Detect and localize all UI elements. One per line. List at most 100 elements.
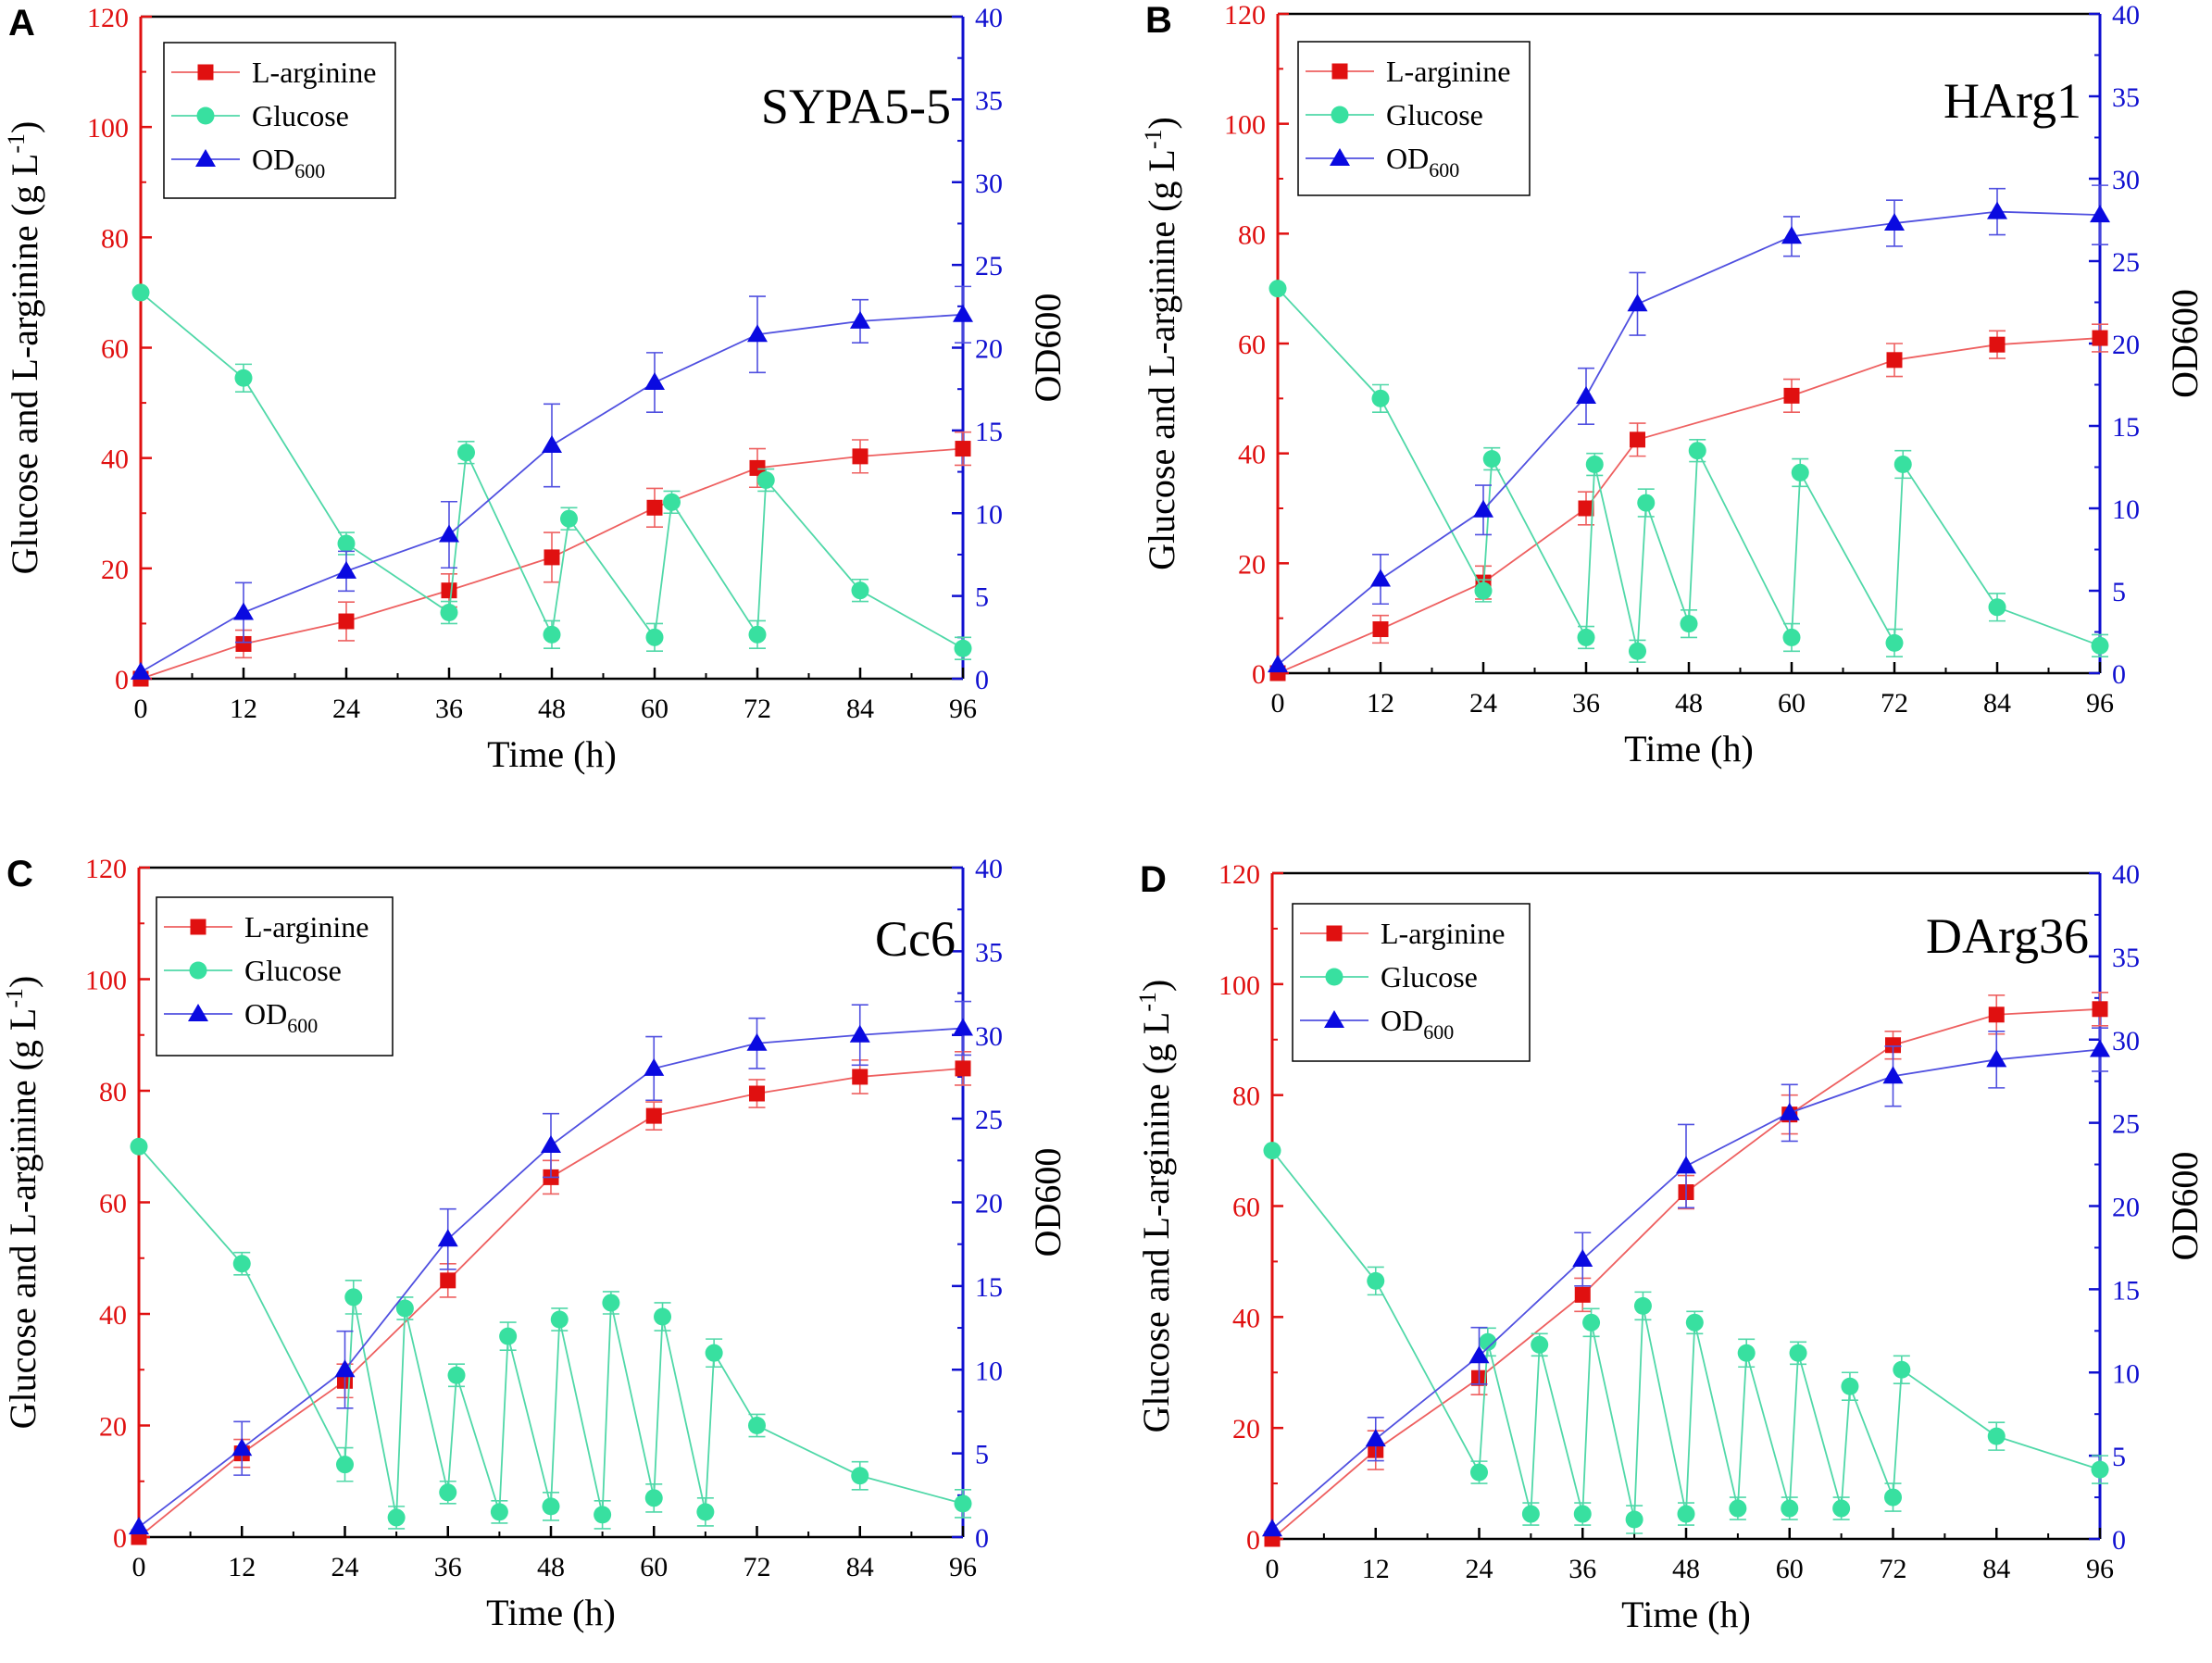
glucose-point [1841,1377,1859,1395]
legend-arginine-marker [197,64,214,81]
legend-glucose-text: Glucose [252,99,349,132]
x-tick-label: 96 [949,694,977,724]
glucose-point [1987,1427,2006,1445]
arginine-point [2092,1001,2108,1018]
od600-point [1781,226,1802,244]
arginine-point [955,441,971,457]
chart-title: SYPA5-5 [761,79,951,134]
right-y-tick-label: 5 [2112,1442,2126,1472]
arginine-point [645,1107,662,1124]
glucose-point [1893,456,1912,474]
x-tick-label: 96 [949,1552,977,1582]
series-od600 [1262,1027,2110,1537]
x-tick-label: 72 [744,1552,771,1582]
left-y-tick-label: 100 [87,113,129,144]
left-y-axis-title-sup: -1 [1,988,28,1008]
arginine-point [1886,352,1903,369]
od600-point [233,602,254,620]
right-y-axis-title: OD600 [1027,1148,1069,1257]
arginine-point [955,1060,971,1077]
glucose-point [2091,636,2109,655]
glucose-point [1988,598,2006,617]
glucose-line [138,1145,964,1519]
left-y-axis-title-main: Glucose and L-arginine (g L [2,1008,44,1430]
right-y-tick-label: 15 [2112,1275,2140,1306]
od600-point [1986,1049,2007,1068]
left-y-tick-label: 100 [1224,110,1266,141]
glucose-point [490,1503,508,1521]
legend-glucose-marker [189,961,207,980]
right-y-tick-label: 25 [975,1105,1003,1135]
glucose-point [1832,1499,1851,1518]
series-od600 [1268,184,2110,673]
legend: L-arginine Glucose OD600 [1297,41,1531,196]
x-tick-label: 48 [1672,1554,1700,1584]
chart-title: DArg36 [1926,908,2089,964]
right-y-tick-label: 40 [975,3,1003,33]
arginine-point [1578,500,1594,517]
od600-line [1271,1048,2101,1530]
legend-od600-subscript: 600 [294,159,325,182]
legend: L-arginine Glucose OD600 [163,42,396,199]
glucose-point [447,1366,466,1384]
left-y-tick-label: 120 [1224,0,1266,31]
left-y-tick-label: 100 [1218,970,1260,1001]
x-tick-label: 84 [1983,688,2011,719]
legend-glucose-label: Glucose [1381,960,1478,994]
glucose-point [851,581,869,600]
series-glucose [130,1137,972,1530]
left-y-tick-label: 40 [101,444,129,475]
x-tick-label: 96 [2086,688,2114,719]
x-tick-label: 24 [1466,1554,1493,1584]
x-tick-label: 36 [1572,688,1600,719]
right-y-tick-label: 5 [975,582,989,613]
glucose-point [705,1344,723,1362]
arginine-point [749,1085,765,1102]
right-y-tick-label: 10 [975,1356,1003,1386]
glucose-point [1521,1505,1540,1523]
left-y-tick-label: 120 [87,3,129,33]
left-y-axis-title-end: ) [1135,980,1177,992]
x-tick-label: 72 [1881,688,1908,719]
glucose-point [1789,1344,1807,1362]
od600-point [953,304,973,322]
glucose-line [1271,1150,2101,1520]
panel-letter: B [1145,0,1172,41]
legend-glucose-marker [196,106,215,125]
x-tick-label: 0 [1271,688,1285,719]
glucose-point [1573,1505,1592,1523]
glucose-point [542,1497,560,1516]
od600-point [644,372,665,391]
od600-point [131,661,151,680]
x-axis-title: Time (h) [1621,1594,1751,1635]
glucose-point [663,493,681,511]
arginine-point [1988,1007,2005,1023]
arginine-point [1372,621,1389,638]
glucose-point [550,1310,569,1329]
glucose-point [543,625,561,644]
glucose-point [232,1255,251,1273]
right-y-tick-label: 35 [975,85,1003,116]
right-y-tick-label: 35 [2112,943,2140,973]
left-y-tick-label: 60 [1232,1193,1260,1223]
right-y-axis-title: OD600 [2164,289,2206,398]
glucose-point [1737,1344,1756,1362]
x-tick-label: 0 [134,694,148,724]
left-y-axis-title: Glucose and L-arginine (g L-1) [3,121,45,575]
legend-glucose-text: Glucose [1381,960,1478,994]
od600-point [1262,1519,1282,1537]
right-y-tick-label: 20 [2112,330,2140,360]
right-y-tick-label: 20 [2112,1193,2140,1223]
right-y-tick-label: 30 [2112,1026,2140,1057]
right-y-tick-label: 10 [2112,1358,2140,1389]
od600-point [1676,1156,1696,1174]
legend-arginine-text: L-arginine [1386,55,1510,88]
legend: L-arginine Glucose OD600 [156,896,394,1057]
glucose-point [954,1494,972,1513]
x-tick-label: 60 [641,694,669,724]
right-y-tick-label: 10 [975,499,1003,530]
left-y-axis-title-main: Glucose and L-arginine (g L [4,154,45,575]
arginine-point [441,582,457,599]
x-tick-label: 72 [744,694,771,724]
glucose-point [1729,1499,1747,1518]
